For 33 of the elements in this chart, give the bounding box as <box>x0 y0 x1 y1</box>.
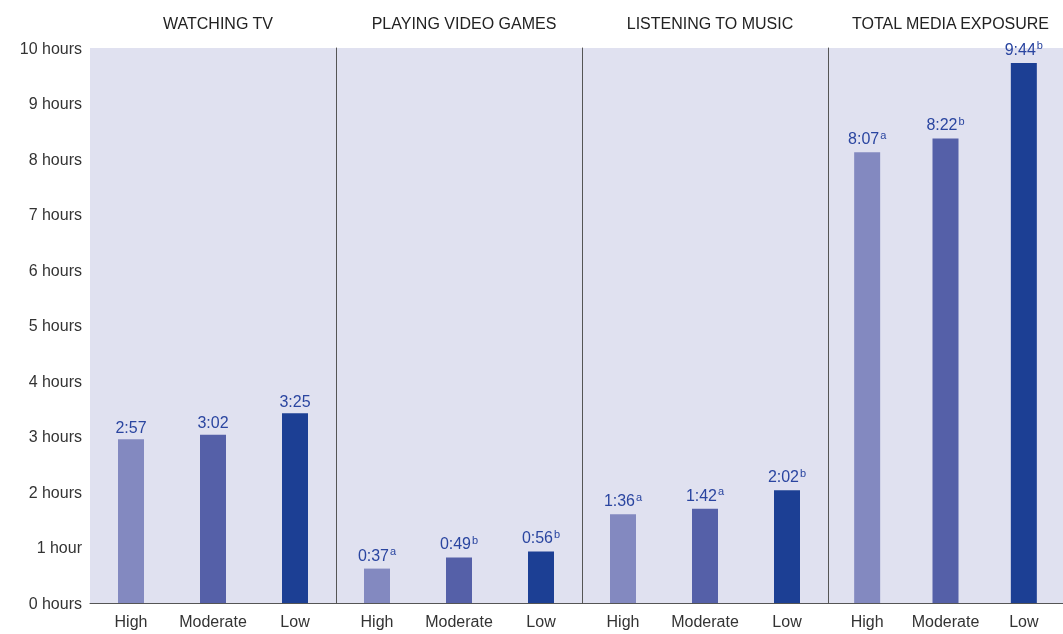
y-tick-label: 2 hours <box>28 483 82 501</box>
y-tick-label: 1 hour <box>36 539 83 556</box>
x-tick-label: Moderate <box>179 612 247 630</box>
y-tick-label: 5 hours <box>28 317 82 334</box>
x-tick-label: High <box>114 612 148 630</box>
y-tick-label: 8 hours <box>28 150 82 168</box>
bar <box>282 413 308 603</box>
chart-title: WATCHING TV <box>163 14 274 32</box>
y-tick-label: 10 hours <box>19 39 82 57</box>
x-tick-label: Low <box>280 612 311 630</box>
y-tick-label: 6 hours <box>28 261 82 279</box>
data-label: 2:57 <box>115 418 147 436</box>
x-tick-label: Moderate <box>671 612 739 630</box>
y-tick-label: 7 hours <box>28 206 82 223</box>
chart-title: TOTAL MEDIA EXPOSURE <box>851 14 1050 32</box>
x-tick-label: High <box>850 612 884 630</box>
y-tick-label: 9 hours <box>28 95 82 112</box>
x-tick-label: Moderate <box>425 612 493 630</box>
x-tick-label: High <box>360 612 394 630</box>
x-tick-label: Low <box>1009 612 1039 630</box>
bar <box>118 439 144 603</box>
y-tick-label: 3 hours <box>28 428 82 445</box>
x-tick-label: High <box>606 612 640 630</box>
x-tick-label: Moderate <box>911 612 980 630</box>
data-label: 3:02 <box>197 414 229 432</box>
bar <box>200 434 226 603</box>
data-label: 3:25 <box>279 392 311 410</box>
x-tick-label: Low <box>526 612 557 630</box>
y-tick-label: 0 hours <box>28 594 82 612</box>
x-tick-label: Low <box>772 612 803 630</box>
chart-title: LISTENING TO MUSIC <box>626 14 794 32</box>
y-tick-label: 4 hours <box>28 372 82 390</box>
chart-title: PLAYING VIDEO GAMES <box>371 14 557 32</box>
